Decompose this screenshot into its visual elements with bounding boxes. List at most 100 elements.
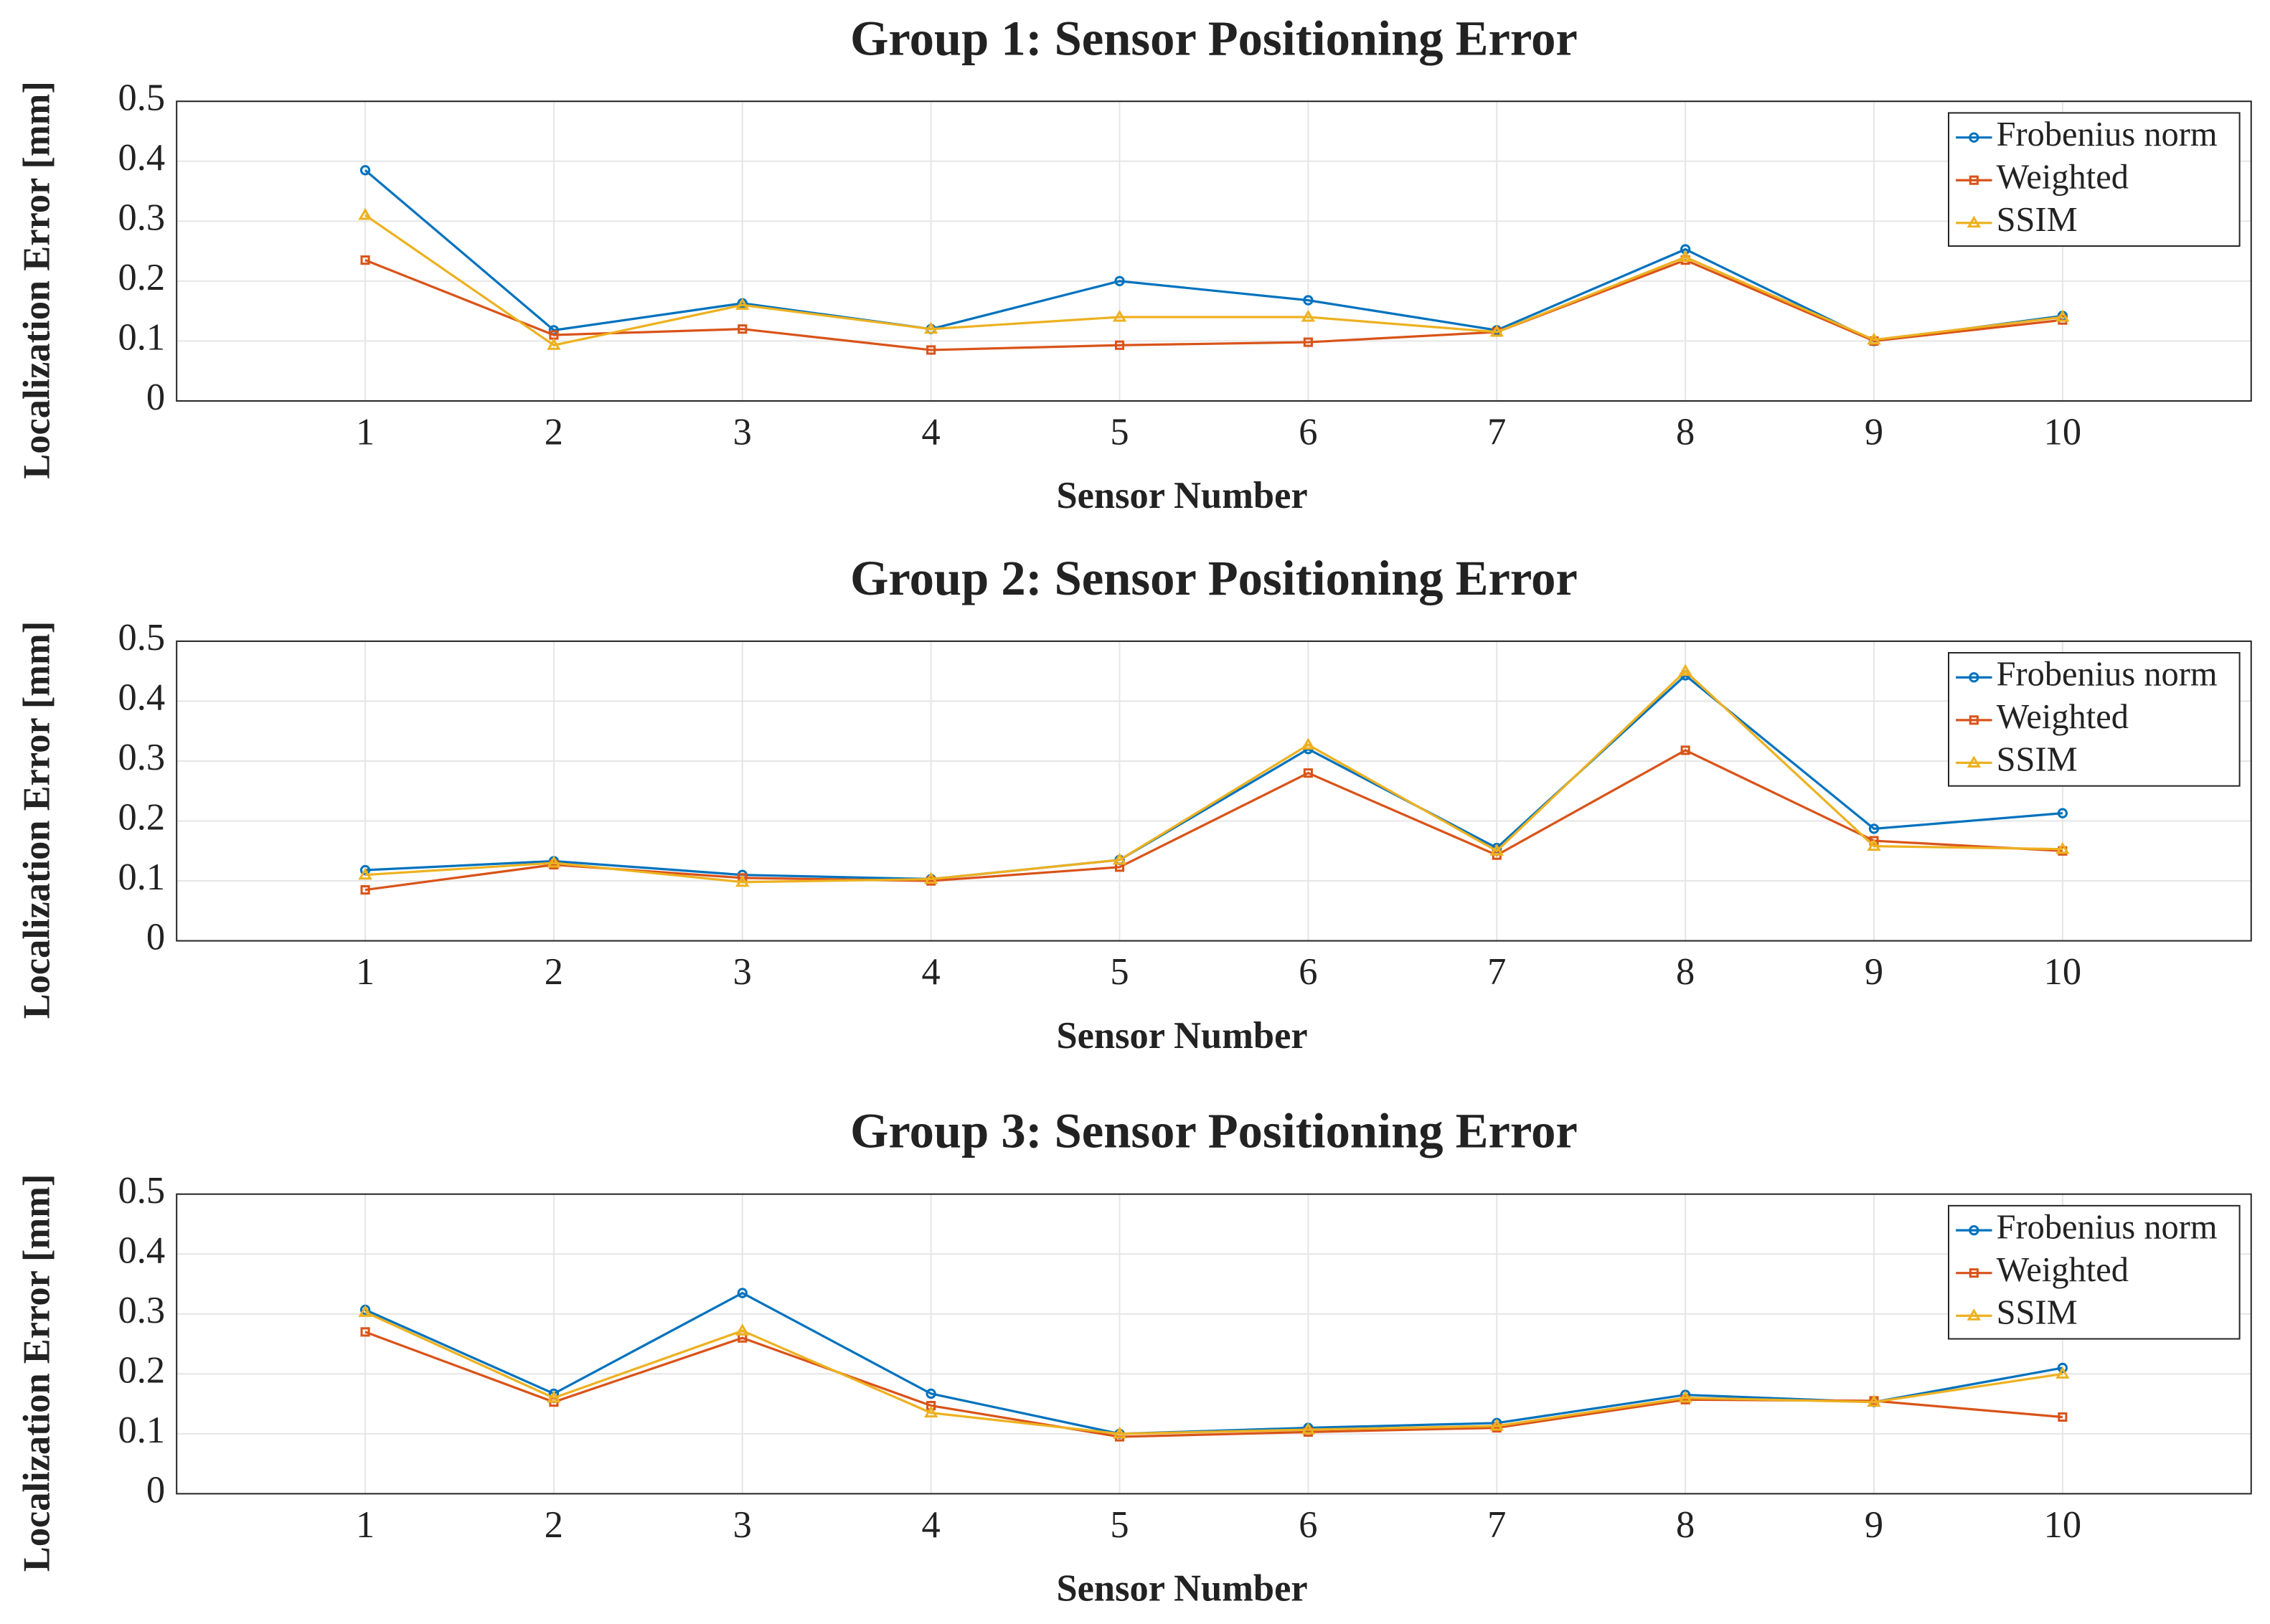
plot-frame [176,640,2252,942]
marker [2057,1362,2068,1374]
marker [926,1388,936,1399]
x-tick-label: 10 [2044,951,2081,993]
y-tick-label: 0.2 [118,1349,165,1391]
x-tick-label: 10 [2044,1504,2081,1546]
x-tick-label: 7 [1487,951,1506,993]
plot-area [176,641,2251,941]
x-tick-label: 5 [1110,1504,1129,1546]
marker [1303,768,1313,778]
y-tick-label: 0.1 [118,856,165,898]
marker [360,255,370,265]
chart: Group 1: Sensor Positioning Error 0 0.1 0.2… [17,11,2252,516]
x-tick-label: 2 [545,411,563,453]
marker [1867,1394,1881,1407]
marker [1868,823,1880,834]
marker [359,165,371,176]
legend-label: Weighted [1997,158,2129,196]
marker [1680,745,1690,755]
y-tick-label: 0.5 [118,1170,165,1212]
marker [923,872,938,884]
x-tick-label: 4 [922,411,941,453]
legend-box [1948,1204,2241,1340]
marker [360,1327,370,1337]
x-tick-label: 4 [922,951,941,993]
marker [2055,309,2070,322]
marker [1303,337,1313,347]
series-line [364,214,2063,346]
y-tick-label: 0.1 [118,1410,165,1451]
plot-frame [176,1193,2252,1495]
x-tick-label: 1 [356,1504,375,1546]
y-tick-label: 0.4 [118,137,165,179]
y-tick-label: 0 [146,377,165,418]
x-tick-label: 8 [1676,1504,1695,1546]
plot-frame [176,100,2252,402]
series-line [364,258,2063,351]
marker [1112,1426,1127,1439]
marker [1301,1422,1316,1435]
y-tick-label: 0.3 [118,737,165,778]
x-axis-label: Sensor Number [1056,475,1307,516]
legend-label: Frobenius norm [1997,1208,2218,1246]
marker [1301,737,1316,750]
marker [547,1390,561,1403]
y-axis-label: Localization Error [mm] [17,81,58,479]
series-line [364,1311,2063,1435]
marker [738,324,748,334]
marker [1967,215,1982,228]
marker [2057,808,2068,818]
marker [1489,1418,1504,1431]
legend-label: Weighted [1997,698,2129,736]
x-tick-label: 9 [1865,951,1883,993]
marker [1869,836,1879,846]
marker [737,1288,748,1298]
x-tick-label: 5 [1110,951,1129,993]
legend-label: SSIM [1997,741,2078,779]
marker [2058,1412,2068,1422]
marker [1967,1308,1982,1321]
y-tick-label: 0.4 [118,676,165,718]
x-tick-label: 1 [356,411,375,453]
plot-area [176,1194,2251,1494]
x-tick-label: 3 [733,411,752,453]
x-tick-label: 10 [2044,411,2081,453]
x-tick-label: 1 [356,951,375,993]
marker [1867,332,1881,345]
marker [926,345,936,355]
x-tick-label: 7 [1487,411,1506,453]
y-tick-label: 0.5 [118,77,165,118]
x-tick-label: 6 [1299,1504,1317,1546]
x-tick-label: 8 [1676,411,1695,453]
legend-box [1948,652,2241,787]
marker [358,207,372,220]
x-tick-label: 3 [733,951,752,993]
marker [358,1305,372,1317]
marker [1112,309,1127,322]
marker [1678,664,1692,676]
x-tick-label: 4 [922,1504,941,1546]
marker [360,885,370,895]
marker [1969,715,1979,725]
y-tick-label: 0.2 [118,797,165,839]
x-tick-label: 7 [1487,1504,1506,1546]
marker [735,874,750,887]
marker [1678,1390,1692,1403]
series-line [364,749,2063,892]
marker [2055,1366,2070,1379]
y-tick-label: 0.1 [118,316,165,358]
marker [1114,340,1125,350]
marker [1114,275,1125,287]
x-tick-label: 6 [1299,411,1317,453]
plot-area [176,101,2251,401]
chart: Group 3: Sensor Positioning Error 0 0.1 0.2… [17,1104,2252,1610]
marker [1112,852,1127,865]
chart-title: Group 1: Sensor Positioning Error [850,11,1578,65]
legend-label: Frobenius norm [1997,655,2218,693]
chart-title: Group 2: Sensor Positioning Error [850,551,1578,605]
y-tick-label: 0.4 [118,1229,165,1271]
legend-label: SSIM [1997,1293,2078,1331]
marker [1867,839,1881,851]
x-axis-label: Sensor Number [1056,1015,1307,1057]
legend-box [1948,112,2241,247]
